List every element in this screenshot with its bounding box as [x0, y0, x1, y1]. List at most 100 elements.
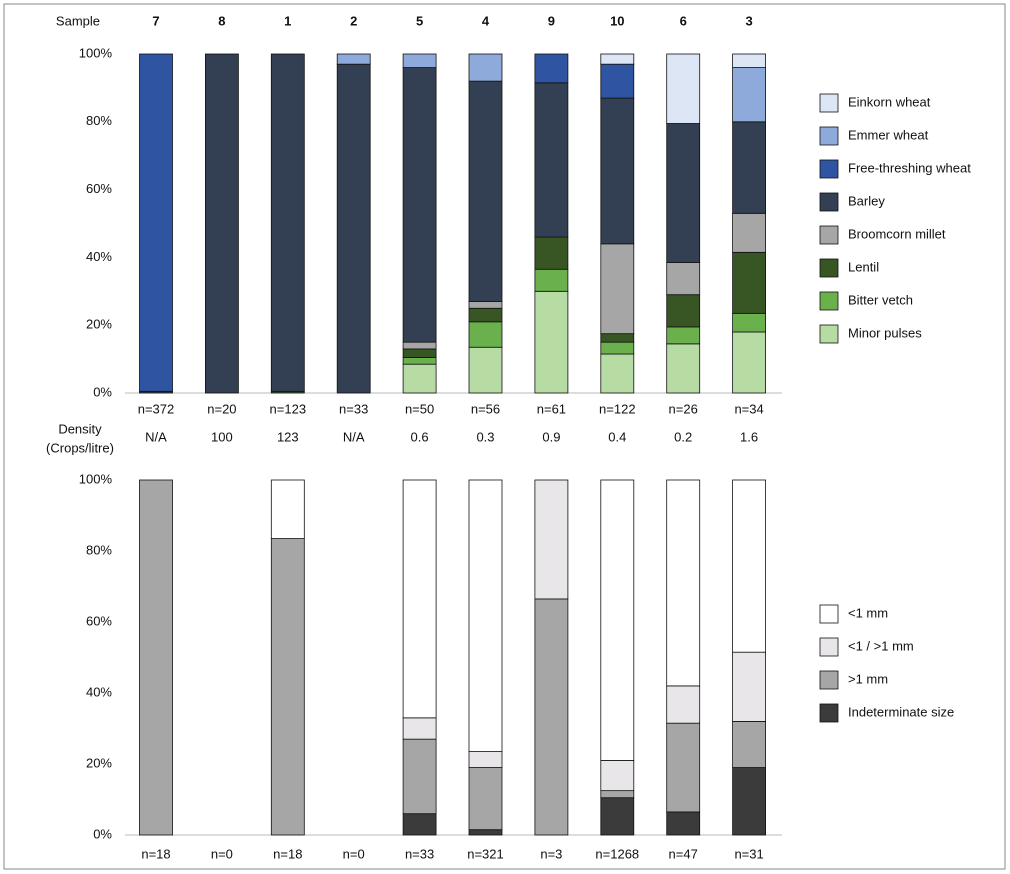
y-tick-label: 80%: [86, 113, 112, 128]
sample-size: n=20: [207, 401, 236, 416]
density-value: 0.6: [411, 429, 429, 444]
bar-segment: [402, 53, 437, 68]
legend-swatch: [819, 258, 839, 278]
legend-swatch: [819, 225, 839, 245]
bar-segment: [666, 262, 701, 296]
bar-segment: [600, 53, 635, 65]
sample-size: n=33: [339, 401, 368, 416]
bar-segment: [732, 312, 766, 333]
bar-segment: [534, 598, 569, 836]
bar-segment: [468, 307, 503, 323]
bar-segment: [600, 63, 635, 99]
bar-segment: [468, 829, 503, 836]
bar-segment: [270, 479, 305, 539]
sample-size: n=372: [138, 401, 175, 416]
legend-swatch: [819, 291, 839, 311]
bar-segment: [732, 767, 766, 836]
bar-segment: [468, 479, 503, 752]
density-value: 0.4: [608, 429, 626, 444]
legend-label: <1 mm: [848, 605, 888, 620]
bar-segment: [468, 53, 503, 82]
bar-segment: [600, 479, 635, 761]
sample-size: n=321: [467, 846, 504, 861]
bar-segment: [402, 479, 437, 719]
y-tick-label: 60%: [86, 613, 112, 628]
legend-label: Lentil: [848, 259, 879, 274]
y-tick-label: 100%: [79, 471, 113, 486]
legend-label: Indeterminate size: [848, 704, 954, 719]
x-category: 3: [745, 13, 752, 28]
bar-segment: [732, 721, 766, 768]
bar-segment: [666, 722, 701, 813]
sample-size: n=18: [141, 846, 170, 861]
bar-segment: [732, 331, 766, 394]
frame: [3, 3, 1006, 870]
y-tick-label: 0%: [93, 384, 112, 399]
density-value: 0.2: [674, 429, 692, 444]
sample-size: n=123: [270, 401, 307, 416]
bar-segment: [468, 80, 503, 302]
legend-swatch: [819, 703, 839, 723]
density-value: 123: [277, 429, 299, 444]
bar-segment: [534, 290, 569, 394]
bar-segment: [270, 538, 305, 836]
x-category: 2: [350, 13, 357, 28]
legend-label: Emmer wheat: [848, 127, 929, 142]
y-tick-label: 40%: [86, 249, 112, 264]
bar-segment: [600, 341, 635, 355]
bar-segment: [732, 121, 766, 214]
bar-segment: [402, 813, 437, 836]
bar-segment: [402, 348, 437, 358]
bar-segment: [666, 811, 701, 836]
bar-segment: [534, 268, 569, 292]
density-value: N/A: [343, 429, 365, 444]
x-category: 8: [218, 13, 225, 28]
bar-segment: [534, 82, 569, 238]
bar-segment: [732, 67, 766, 123]
sample-size: n=61: [537, 401, 566, 416]
bar-segment: [600, 333, 635, 343]
legend-label: Bitter vetch: [848, 292, 913, 307]
x-category: 9: [548, 13, 555, 28]
x-category: 1: [284, 13, 291, 28]
bar-segment: [666, 53, 701, 124]
bar-segment: [600, 243, 635, 335]
legend-swatch: [819, 93, 839, 113]
bar-segment: [666, 479, 701, 687]
bar-segment: [534, 236, 569, 270]
bar-segment: [139, 53, 173, 392]
sample-size: n=1268: [595, 846, 639, 861]
sample-size: n=122: [599, 401, 636, 416]
x-category: 7: [152, 13, 159, 28]
bar-segment: [666, 685, 701, 724]
category-label: Sample: [56, 13, 100, 28]
bar-segment: [468, 767, 503, 831]
legend-swatch: [819, 126, 839, 146]
x-category: 10: [610, 13, 624, 28]
bar-segment: [468, 321, 503, 348]
bar-segment: [600, 97, 635, 245]
bar-segment: [600, 797, 635, 836]
density-value: 1.6: [740, 429, 758, 444]
bar-segment: [402, 341, 437, 350]
bar-segment: [139, 479, 173, 836]
density-value: 0.9: [542, 429, 560, 444]
bar-segment: [402, 67, 437, 343]
y-tick-label: 20%: [86, 755, 112, 770]
density-value: N/A: [145, 429, 167, 444]
legend-swatch: [819, 604, 839, 624]
bar-segment: [666, 343, 701, 394]
legend-label: Barley: [848, 193, 885, 208]
sample-size: n=50: [405, 401, 434, 416]
bar-segment: [534, 53, 569, 84]
bar-segment: [600, 760, 635, 792]
x-category: 5: [416, 13, 423, 28]
bar-segment: [402, 357, 437, 365]
bar-segment: [732, 479, 766, 653]
sample-size: n=31: [734, 846, 763, 861]
bar-segment: [402, 717, 437, 740]
legend-swatch: [819, 637, 839, 657]
bar-segment: [732, 212, 766, 253]
x-category: 6: [680, 13, 687, 28]
